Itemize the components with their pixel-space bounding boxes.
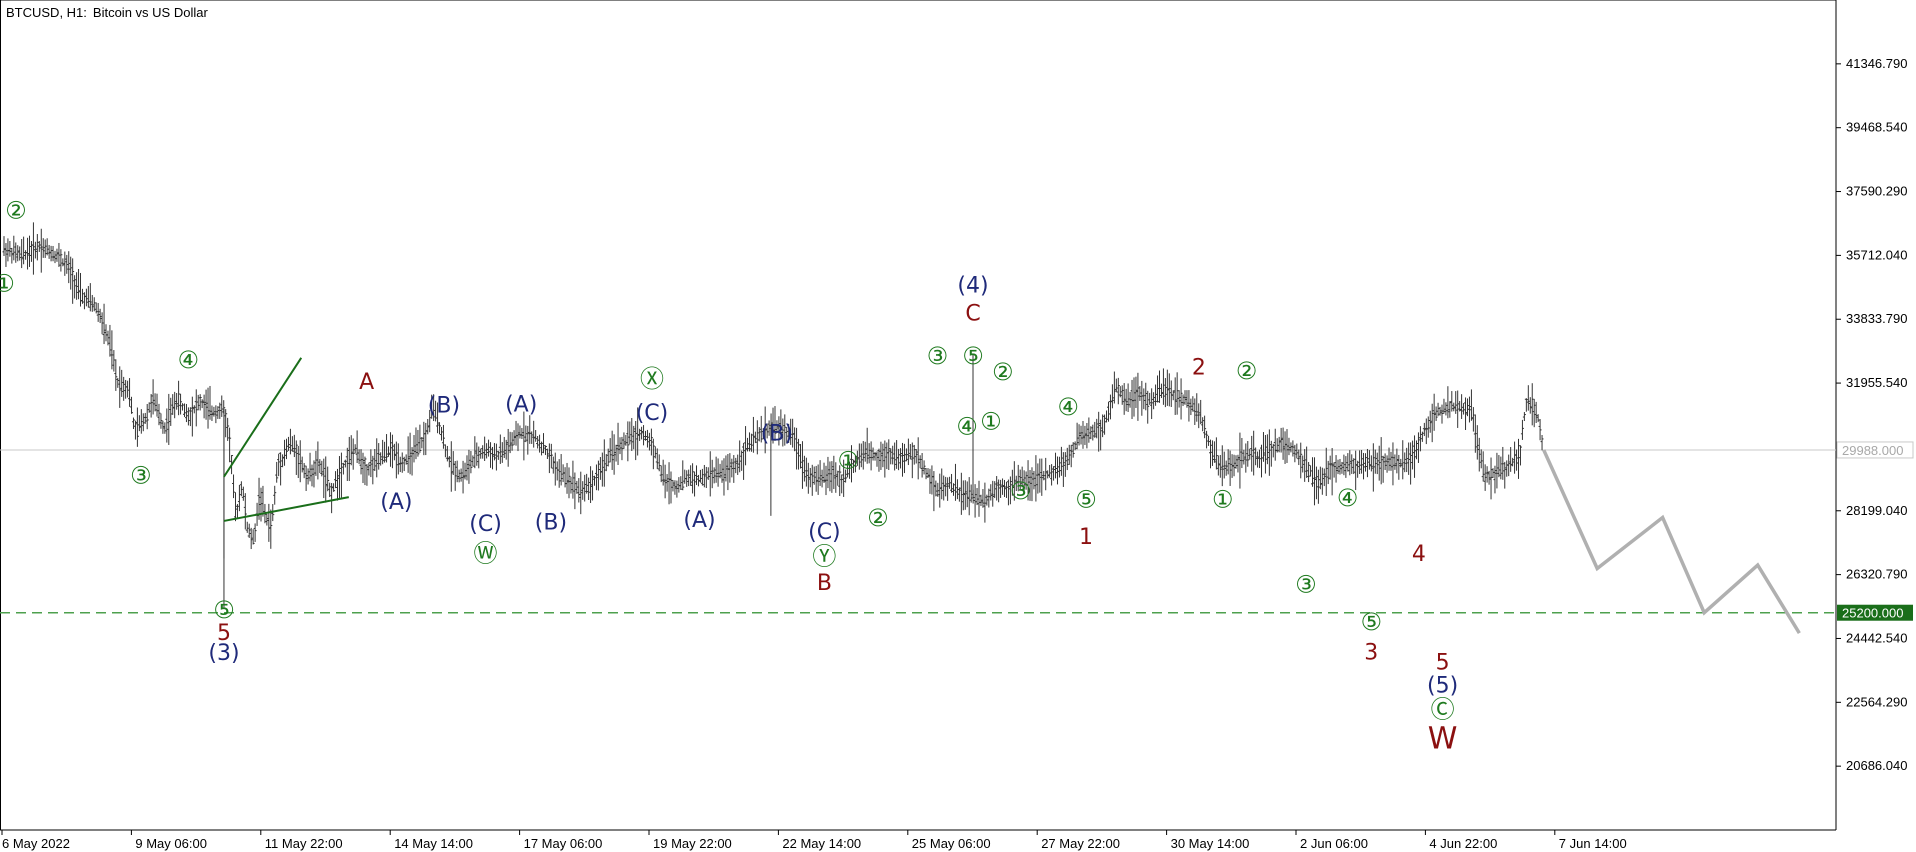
wave-label: ① (1212, 486, 1234, 514)
wave-label: 2 (1192, 356, 1206, 381)
axes: 41346.790 39468.540 37590.290 35712.040 3383… (1, 56, 1907, 851)
wave-label: ② (992, 358, 1014, 386)
wave-label: ④ (956, 412, 978, 440)
horizontal-levels: 29988.000 25200.000 (0, 441, 1914, 621)
wave-label: ⑤ (962, 342, 984, 370)
y-tick-label: 37590.290 (1846, 184, 1907, 199)
forecast-path (1542, 449, 1801, 635)
symbol-label: BTCUSD, H1: (6, 5, 87, 20)
wave-label: ② (1236, 357, 1258, 385)
symbol-description: Bitcoin vs US Dollar (92, 5, 208, 20)
wave-label: ① (980, 407, 1002, 435)
wave-label: 3 (1364, 641, 1378, 666)
support-level-label: 25200.000 (1842, 606, 1903, 621)
wave-label: 5 (1436, 651, 1450, 676)
wave-label: ① (837, 446, 859, 474)
x-tick-label: 25 May 06:00 (912, 836, 991, 851)
wave-label: (A) (505, 392, 537, 417)
wave-label: ① (0, 270, 15, 298)
wave-label: Ⓨ (812, 542, 836, 570)
wave-label: ⑤ (1361, 608, 1383, 636)
x-tick-label: 17 May 06:00 (524, 836, 603, 851)
wave-label: Ⓒ (1431, 695, 1455, 723)
wave-label: ⑤ (1075, 486, 1097, 514)
chart-title: BTCUSD, H1: Bitcoin vs US Dollar (6, 5, 214, 20)
y-tick-label: 41346.790 (1846, 56, 1907, 71)
x-tick-label: 4 Jun 22:00 (1429, 836, 1497, 851)
wave-label: ③ (1295, 571, 1317, 599)
wave-label: (B) (761, 422, 793, 447)
x-tick-label: 19 May 22:00 (653, 836, 732, 851)
x-tick-label: 14 May 14:00 (394, 836, 473, 851)
x-tick-label: 2 Jun 06:00 (1300, 836, 1368, 851)
x-tick-label: 30 May 14:00 (1171, 836, 1250, 851)
x-tick-label: 9 May 06:00 (135, 836, 207, 851)
wave-label: ⑤ (213, 596, 235, 624)
y-tick-label: 31955.540 (1846, 375, 1907, 390)
wave-labels: ②①④③⑤5(3)A(A)(B)(C)Ⓦ(A)(B)Ⓧ(C)(A)(B)(C)Ⓨ… (0, 197, 1458, 757)
wave-label: C (965, 301, 980, 326)
wave-label: ③ (927, 342, 949, 370)
price-series (2, 222, 1544, 608)
y-tick-label: 28199.040 (1846, 503, 1907, 518)
wave-label: ③ (130, 462, 152, 490)
wave-label: ④ (178, 346, 200, 374)
wave-label: ② (867, 504, 889, 532)
wave-label: (A) (380, 490, 412, 515)
wave-label: (5) (1427, 673, 1458, 698)
wave-label: (C) (469, 512, 502, 537)
wave-label: ④ (1337, 484, 1359, 512)
y-tick-label: 26320.790 (1846, 567, 1907, 582)
wave-label: ② (5, 197, 27, 225)
wave-label: (C) (808, 520, 841, 545)
support-level-tag (1837, 604, 1913, 621)
wave-label: Ⓧ (640, 365, 664, 393)
wave-label: 5 (217, 621, 231, 646)
x-tick-label: 7 Jun 14:00 (1559, 836, 1627, 851)
x-tick-label: 22 May 14:00 (782, 836, 861, 851)
y-tick-label: 35712.040 (1846, 247, 1907, 262)
projection-path (1542, 449, 1801, 635)
x-tick-label: 11 May 22:00 (265, 836, 343, 851)
wave-label: ③ (1010, 477, 1032, 505)
triangle-trendline (223, 496, 349, 522)
wave-label: Ⓦ (474, 539, 498, 567)
wave-label: (B) (428, 394, 460, 419)
trendlines (223, 357, 349, 522)
wave-label: A (359, 370, 374, 395)
y-tick-label: 33833.790 (1846, 311, 1907, 326)
wave-label: 4 (1412, 542, 1426, 567)
current-price-label: 29988.000 (1842, 443, 1903, 458)
wave-label: (B) (535, 510, 567, 535)
y-tick-label: 20686.040 (1846, 758, 1907, 773)
triangle-trendline (223, 357, 303, 478)
current-price-tag (1836, 441, 1914, 459)
wave-label: W (1428, 722, 1458, 757)
wave-label: 1 (1079, 525, 1093, 550)
wave-label: ④ (1057, 393, 1079, 421)
x-tick-label: 27 May 22:00 (1041, 836, 1120, 851)
y-tick-label: 22564.290 (1846, 694, 1907, 709)
wave-label: (4) (957, 273, 988, 298)
chart-frame (0, 0, 1837, 831)
wave-label: B (817, 571, 832, 596)
wave-label: (A) (683, 508, 715, 533)
x-tick-label: 6 May 2022 (2, 836, 70, 851)
y-tick-label: 39468.540 (1846, 120, 1907, 135)
wave-label: (3) (208, 641, 239, 666)
wave-label: (C) (636, 401, 669, 426)
y-tick-label: 24442.540 (1846, 630, 1907, 645)
